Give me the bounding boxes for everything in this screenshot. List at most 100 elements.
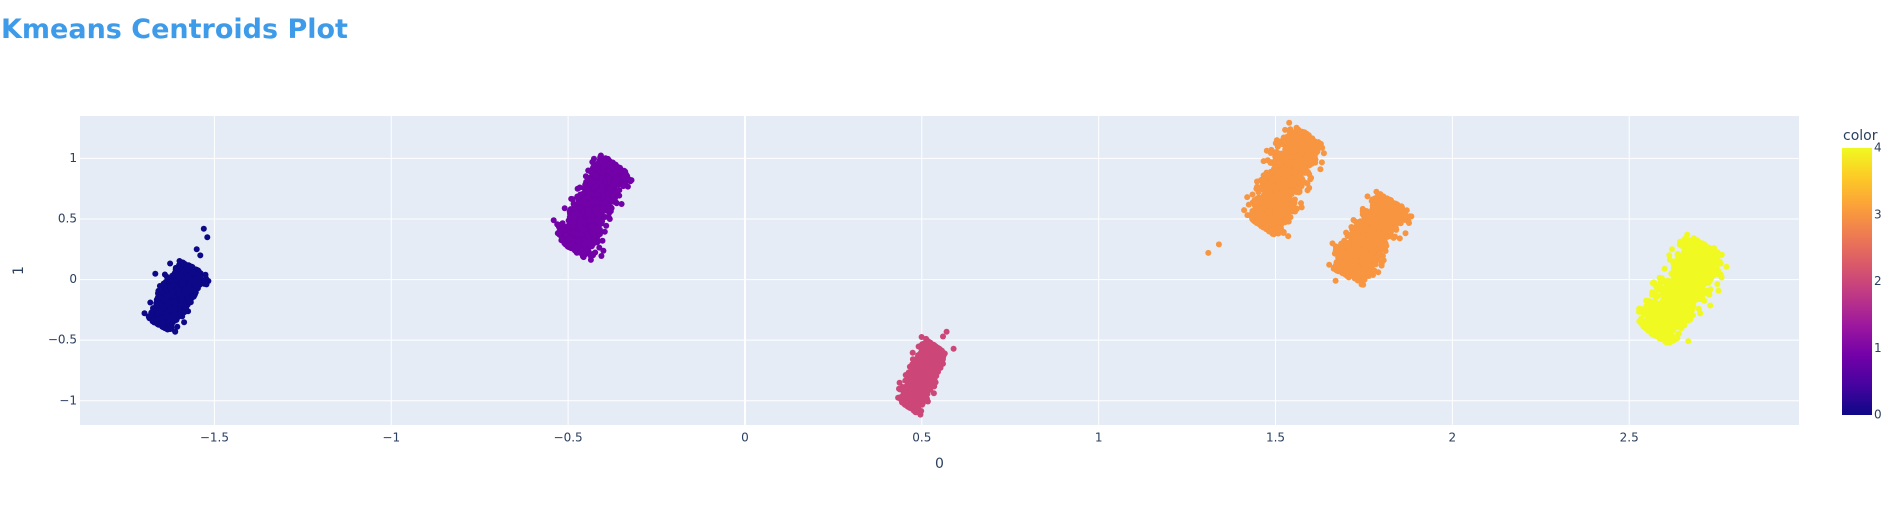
data-point bbox=[915, 375, 922, 382]
data-point bbox=[589, 159, 596, 165]
data-point bbox=[179, 280, 186, 287]
data-point bbox=[917, 411, 924, 418]
data-point bbox=[564, 242, 571, 249]
data-point bbox=[152, 270, 159, 277]
data-point bbox=[174, 323, 181, 330]
data-point-outlier bbox=[940, 333, 946, 340]
data-point bbox=[593, 226, 600, 233]
data-point bbox=[622, 168, 629, 175]
data-point-outlier bbox=[204, 234, 211, 241]
data-point bbox=[913, 361, 920, 368]
data-point bbox=[169, 288, 176, 295]
data-point-outlier bbox=[950, 345, 957, 352]
data-point bbox=[573, 231, 580, 238]
data-point bbox=[566, 235, 573, 242]
data-point bbox=[585, 201, 592, 208]
data-point bbox=[576, 184, 583, 191]
data-point bbox=[598, 253, 605, 259]
data-points bbox=[141, 119, 1730, 418]
data-point bbox=[152, 316, 159, 323]
data-point bbox=[618, 201, 625, 207]
data-point bbox=[159, 319, 166, 326]
data-point bbox=[602, 199, 609, 206]
data-point bbox=[190, 293, 197, 300]
data-point-outlier bbox=[193, 246, 200, 253]
data-point bbox=[163, 310, 169, 317]
data-point bbox=[603, 222, 610, 229]
data-point bbox=[599, 169, 606, 176]
data-point bbox=[558, 221, 565, 228]
data-point bbox=[182, 290, 188, 297]
data-point-outlier bbox=[197, 252, 204, 259]
data-point bbox=[183, 263, 190, 270]
data-point bbox=[927, 339, 934, 346]
data-point bbox=[911, 398, 918, 405]
data-point bbox=[185, 285, 192, 292]
data-point bbox=[181, 319, 188, 326]
data-point bbox=[596, 217, 603, 224]
data-point bbox=[583, 239, 590, 246]
data-point bbox=[909, 349, 916, 356]
data-point bbox=[924, 395, 930, 402]
data-point bbox=[575, 193, 582, 200]
data-point bbox=[596, 186, 602, 193]
data-point bbox=[155, 294, 162, 301]
data-point bbox=[622, 175, 629, 182]
data-point bbox=[574, 244, 581, 251]
data-point bbox=[939, 351, 946, 358]
data-point bbox=[605, 214, 612, 221]
plot-area[interactable] bbox=[80, 116, 1799, 425]
data-point bbox=[147, 299, 154, 306]
data-point bbox=[161, 282, 168, 289]
data-point bbox=[185, 308, 192, 315]
data-point bbox=[168, 324, 175, 331]
data-point bbox=[582, 181, 589, 188]
data-point bbox=[914, 386, 921, 392]
data-point bbox=[167, 260, 174, 267]
data-point bbox=[909, 356, 916, 363]
data-point bbox=[918, 334, 925, 340]
data-point bbox=[585, 233, 592, 240]
data-point bbox=[908, 369, 915, 376]
data-point bbox=[935, 355, 942, 362]
data-point bbox=[922, 369, 929, 376]
data-point-outlier bbox=[943, 328, 950, 335]
data-point bbox=[919, 401, 926, 408]
data-point bbox=[927, 377, 933, 384]
data-point bbox=[932, 343, 939, 350]
data-point bbox=[608, 164, 615, 171]
data-point bbox=[173, 267, 180, 274]
data-point bbox=[156, 308, 163, 315]
data-point bbox=[561, 205, 568, 212]
data-point bbox=[570, 219, 577, 226]
data-point-outlier bbox=[200, 225, 207, 232]
data-point bbox=[604, 205, 611, 212]
data-point-outlier bbox=[614, 163, 621, 170]
data-point bbox=[587, 168, 594, 175]
data-point bbox=[171, 305, 178, 312]
data-point bbox=[907, 382, 914, 389]
data-point bbox=[606, 186, 613, 192]
data-point bbox=[585, 192, 592, 199]
data-point bbox=[161, 271, 168, 278]
chart-title: Kmeans Centroids Plot bbox=[1, 14, 348, 45]
data-point bbox=[899, 399, 906, 406]
data-point bbox=[908, 388, 915, 395]
data-point bbox=[141, 310, 148, 317]
data-point bbox=[600, 247, 607, 254]
data-point bbox=[575, 238, 582, 245]
data-point bbox=[588, 243, 595, 250]
data-point bbox=[184, 272, 191, 279]
data-point bbox=[610, 198, 617, 205]
data-point bbox=[927, 386, 934, 393]
data-point bbox=[590, 233, 597, 240]
data-point bbox=[610, 193, 617, 200]
data-point bbox=[600, 193, 606, 200]
data-point bbox=[924, 352, 931, 358]
data-point bbox=[592, 249, 599, 256]
data-point bbox=[176, 288, 183, 295]
data-point bbox=[580, 226, 587, 233]
data-point bbox=[628, 177, 635, 184]
data-point bbox=[904, 402, 911, 409]
